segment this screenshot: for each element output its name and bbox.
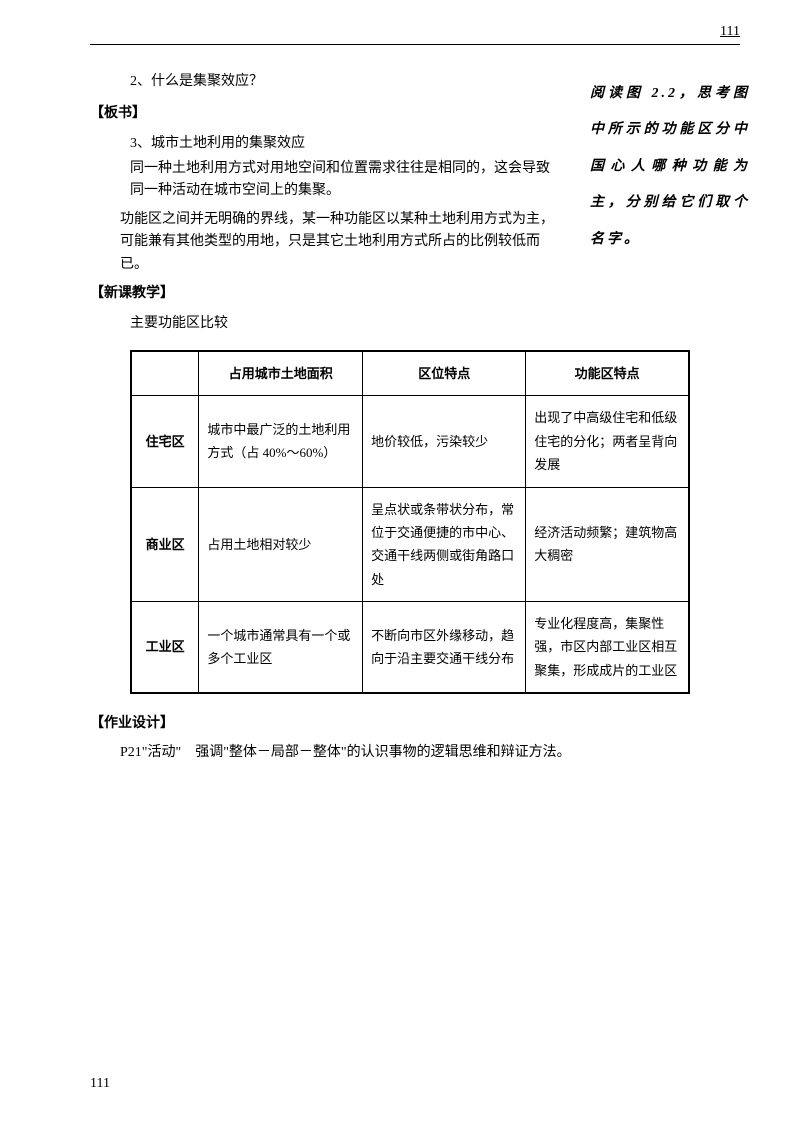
- row-name-industrial: 工业区: [131, 602, 199, 694]
- comparison-table: 占用城市土地面积 区位特点 功能区特点 住宅区 城市中最广泛的土地利用方式（占 …: [130, 350, 690, 694]
- cell-location: 呈点状或条带状分布，常位于交通便捷的市中心、交通干线两侧或街角路口处: [363, 487, 526, 602]
- cell-area: 占用土地相对较少: [199, 487, 363, 602]
- top-rule: [90, 44, 740, 45]
- cell-location: 不断向市区外缘移动，趋向于沿主要交通干线分布: [363, 602, 526, 694]
- section-xinke: 【新课教学】: [90, 282, 560, 302]
- th-area: 占用城市土地面积: [199, 351, 363, 396]
- side-note: 阅读图 2.2，思考图中所示的功能区分中国心人哪种功能为主，分别给它们取个名字。: [590, 76, 750, 258]
- table-row: 住宅区 城市中最广泛的土地利用方式（占 40%～60%） 地价较低，污染较少 出…: [131, 396, 689, 487]
- section-banshu: 【板书】: [90, 102, 560, 122]
- page-number-top: 111: [720, 24, 740, 40]
- th-location: 区位特点: [363, 351, 526, 396]
- section-zuoye: 【作业设计】: [90, 712, 740, 732]
- cell-location: 地价较低，污染较少: [363, 396, 526, 487]
- table-header-row: 占用城市土地面积 区位特点 功能区特点: [131, 351, 689, 396]
- main-content: 阅读图 2.2，思考图中所示的功能区分中国心人哪种功能为主，分别给它们取个名字。…: [90, 70, 740, 765]
- row-name-residential: 住宅区: [131, 396, 199, 487]
- cell-area: 一个城市通常具有一个或多个工业区: [199, 602, 363, 694]
- cell-feature: 出现了中高级住宅和低级住宅的分化；两者呈背向发展: [526, 396, 689, 487]
- main-column: 2、什么是集聚效应？ 【板书】 3、城市土地利用的集聚效应 同一种土地利用方式对…: [90, 70, 560, 332]
- cell-area: 城市中最广泛的土地利用方式（占 40%～60%）: [199, 396, 363, 487]
- question-2: 2、什么是集聚效应？: [130, 70, 560, 90]
- subtitle: 主要功能区比较: [130, 312, 560, 332]
- paragraph-2: 功能区之间并无明确的界线，某一种功能区以某种土地利用方式为主，可能兼有其他类型的…: [120, 209, 560, 276]
- th-blank: [131, 351, 199, 396]
- row-name-commercial: 商业区: [131, 487, 199, 602]
- comparison-table-wrap: 占用城市土地面积 区位特点 功能区特点 住宅区 城市中最广泛的土地利用方式（占 …: [130, 350, 740, 694]
- th-feature: 功能区特点: [526, 351, 689, 396]
- question-3: 3、城市土地利用的集聚效应: [130, 132, 560, 152]
- cell-feature: 专业化程度高，集聚性强，市区内部工业区相互聚集，形成成片的工业区: [526, 602, 689, 694]
- paragraph-1: 同一种土地利用方式对用地空间和位置需求往往是相同的，这会导致同一种活动在城市空间…: [130, 158, 560, 203]
- page-number-bottom: 111: [90, 1076, 110, 1092]
- table-row: 商业区 占用土地相对较少 呈点状或条带状分布，常位于交通便捷的市中心、交通干线两…: [131, 487, 689, 602]
- cell-feature: 经济活动频繁；建筑物高大稠密: [526, 487, 689, 602]
- assignment-text: P21"活动" 强调"整体－局部－整体"的认识事物的逻辑思维和辩证方法。: [120, 742, 740, 764]
- table-row: 工业区 一个城市通常具有一个或多个工业区 不断向市区外缘移动，趋向于沿主要交通干…: [131, 602, 689, 694]
